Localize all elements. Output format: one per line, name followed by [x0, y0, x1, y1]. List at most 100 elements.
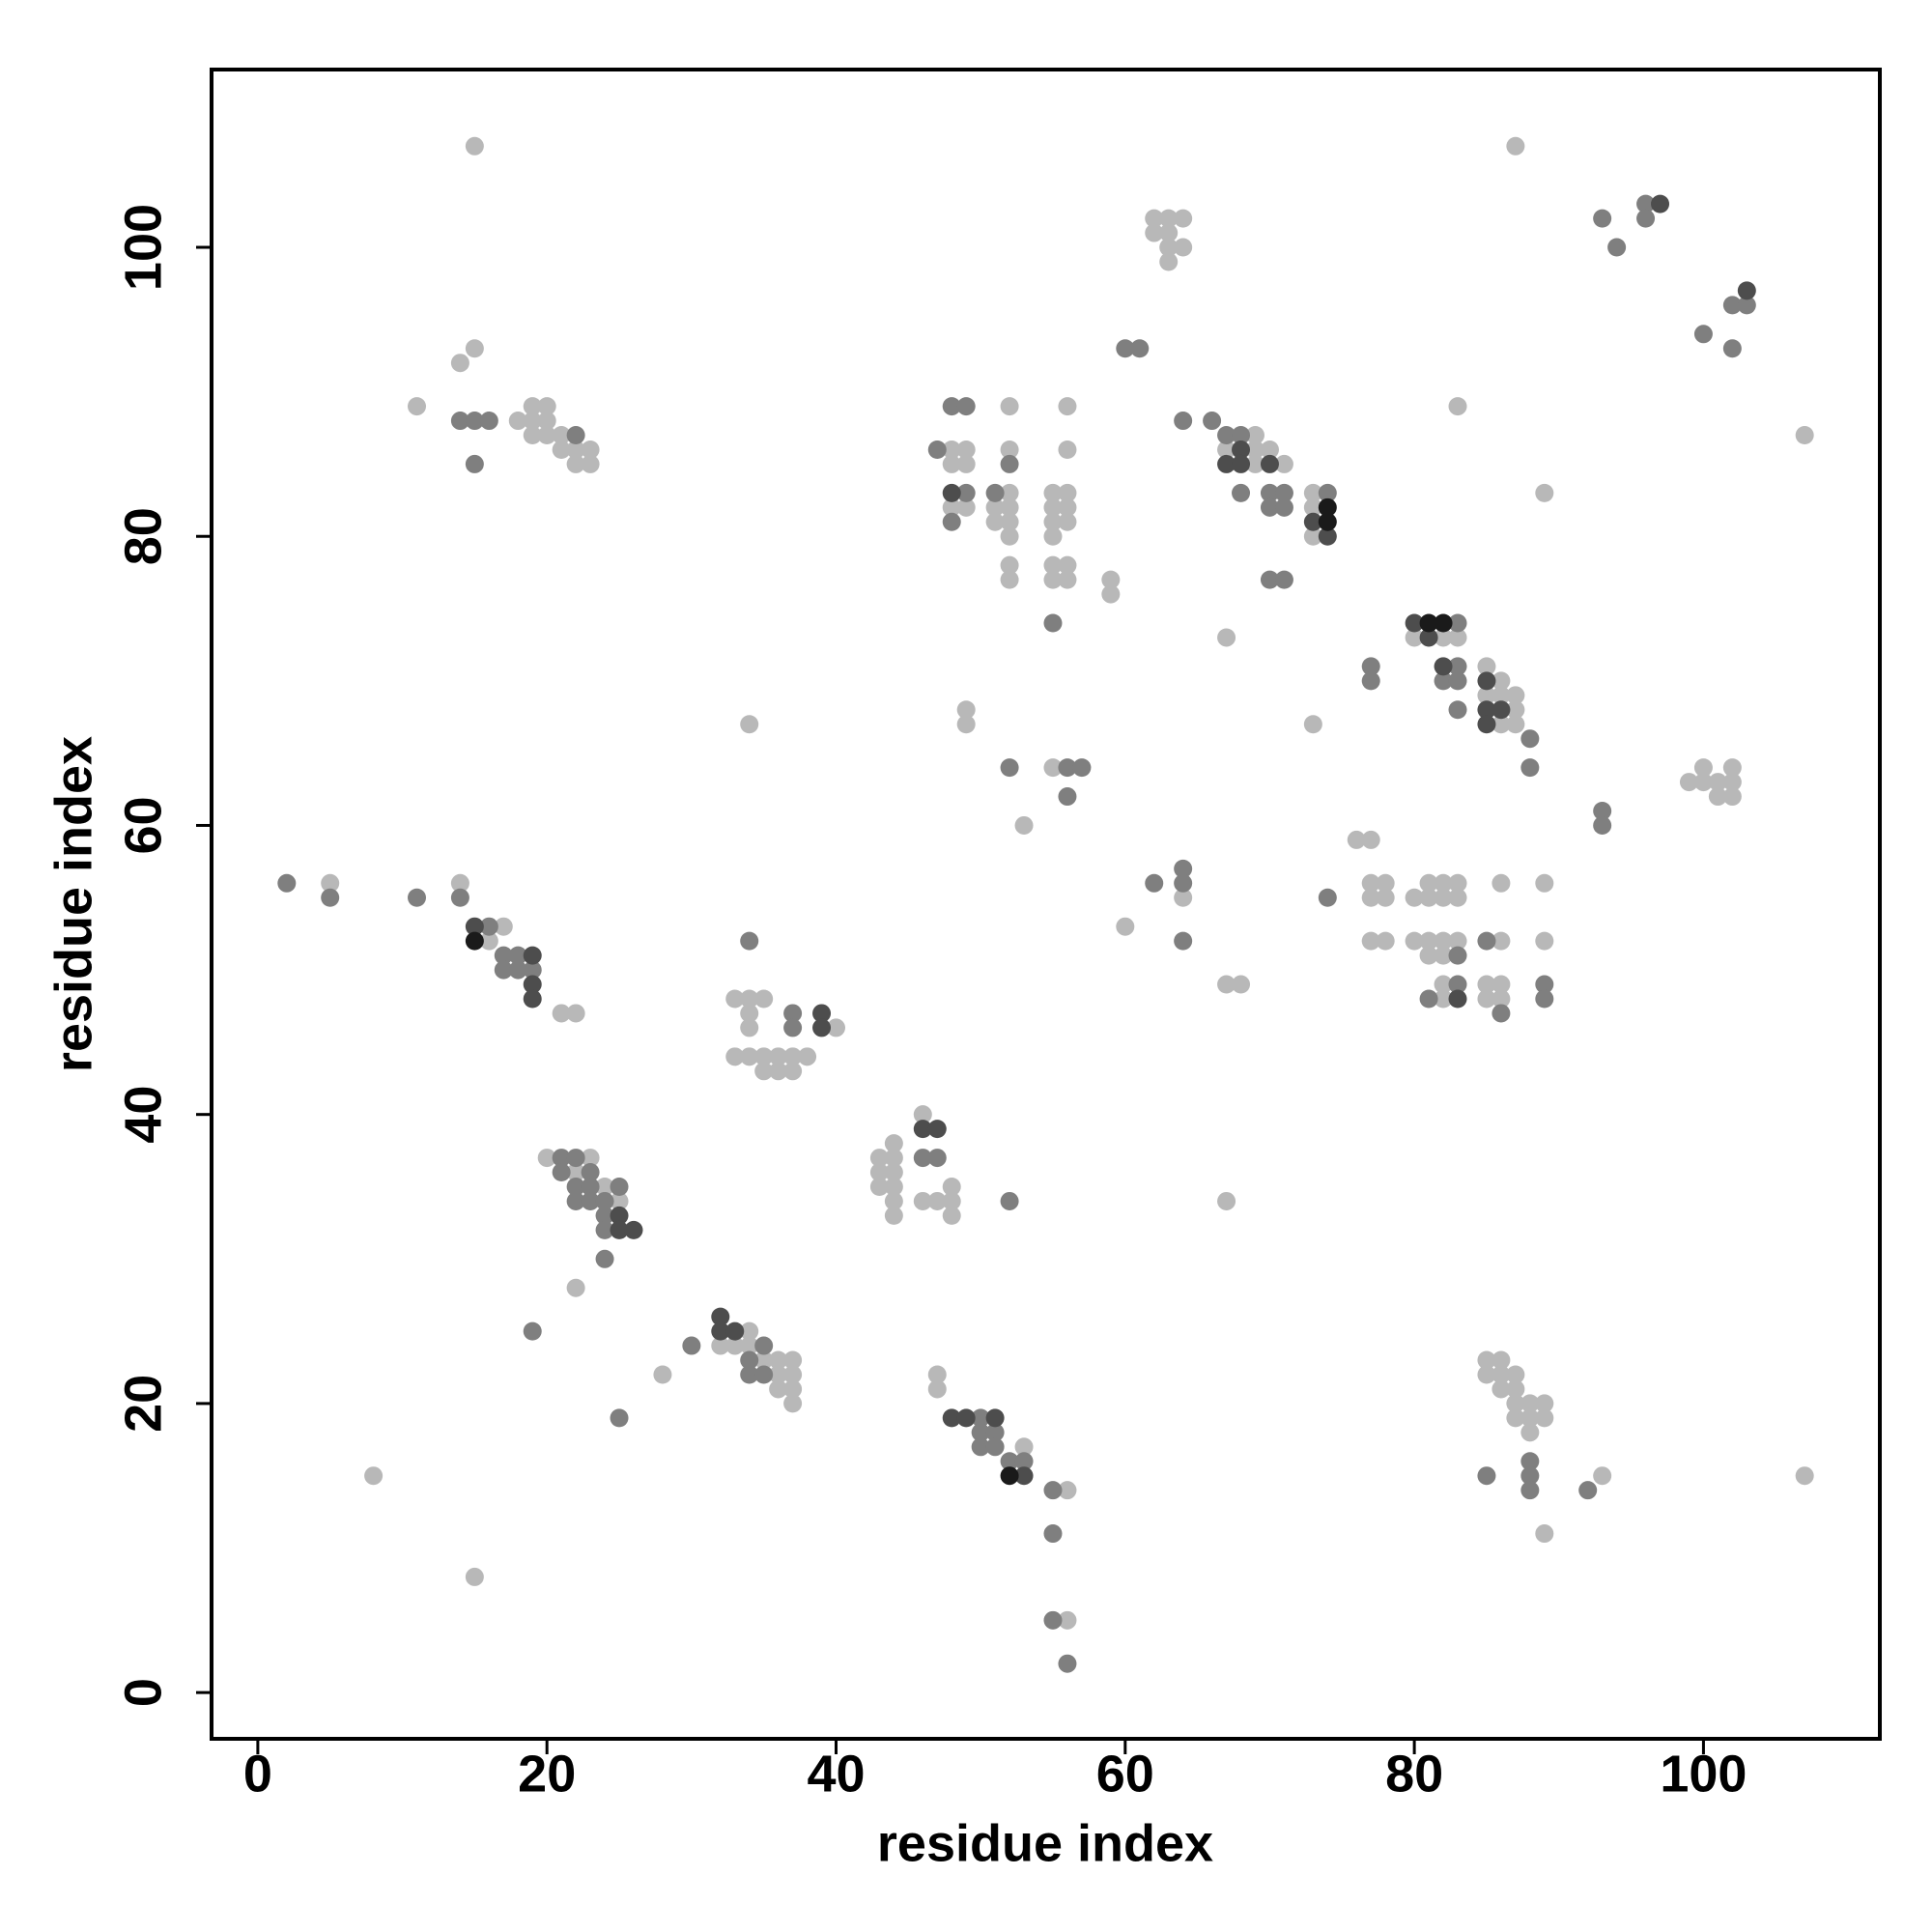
y-tick-label: 60 [114, 796, 172, 854]
point [1318, 888, 1337, 907]
point [1058, 1481, 1077, 1500]
x-tick-label: 20 [518, 1745, 576, 1803]
point [1361, 888, 1380, 907]
point [985, 1437, 1005, 1457]
point [942, 1191, 961, 1210]
point [869, 1177, 889, 1196]
point [581, 454, 600, 473]
point [465, 454, 484, 473]
point [884, 1134, 903, 1153]
point [1000, 1191, 1019, 1210]
point [985, 497, 1005, 517]
point [494, 960, 513, 980]
point [1043, 1481, 1063, 1500]
point [769, 1379, 788, 1399]
point [812, 1004, 832, 1023]
point [1492, 975, 1511, 994]
point [1318, 483, 1337, 502]
point [1448, 873, 1467, 893]
point [1492, 873, 1511, 893]
point [1535, 989, 1554, 1009]
point [1535, 1524, 1554, 1544]
point [653, 1365, 672, 1384]
point [1419, 888, 1438, 907]
point [971, 1408, 990, 1428]
point [1535, 1394, 1554, 1413]
point [479, 917, 498, 936]
point [783, 1004, 803, 1023]
point [1260, 497, 1279, 517]
point [1477, 715, 1496, 734]
point [1174, 859, 1193, 878]
point [1722, 787, 1742, 807]
point [1434, 873, 1453, 893]
point [1593, 1466, 1612, 1486]
point [581, 1149, 600, 1168]
point [1174, 238, 1193, 257]
point [798, 1047, 817, 1066]
point [769, 1062, 788, 1081]
point [913, 1191, 932, 1210]
point [450, 412, 469, 431]
point [682, 1336, 701, 1355]
point [711, 1336, 730, 1355]
point [1217, 440, 1236, 459]
point [1245, 454, 1264, 473]
y-tick-label: 80 [114, 507, 172, 565]
point [523, 412, 542, 431]
point [537, 426, 556, 445]
point [942, 440, 961, 459]
point [508, 412, 527, 431]
point [1477, 1350, 1496, 1370]
point [552, 1004, 571, 1023]
point [595, 1220, 614, 1239]
point [552, 440, 571, 459]
point [537, 1149, 556, 1168]
point [523, 989, 542, 1009]
point [1058, 497, 1077, 517]
point [956, 397, 976, 416]
point [1303, 497, 1322, 517]
point [1737, 281, 1756, 300]
point [1492, 931, 1511, 951]
point [1520, 729, 1540, 749]
point [1520, 1466, 1540, 1486]
point [1043, 512, 1063, 531]
point [740, 1350, 759, 1370]
point [465, 1567, 484, 1586]
point [1058, 758, 1077, 778]
point [927, 1379, 947, 1399]
point [1419, 931, 1438, 951]
point [1419, 613, 1438, 633]
point [1217, 975, 1236, 994]
point [754, 1047, 774, 1066]
point [566, 454, 585, 473]
point [1043, 483, 1063, 502]
point [1535, 873, 1554, 893]
point [956, 700, 976, 720]
point [1260, 483, 1279, 502]
point [985, 1408, 1005, 1428]
point [581, 1163, 600, 1182]
point [1014, 1452, 1034, 1471]
point [1520, 1394, 1540, 1413]
point [985, 1423, 1005, 1442]
point [1145, 873, 1164, 893]
point [595, 1177, 614, 1196]
point [1058, 397, 1077, 416]
point [1492, 989, 1511, 1009]
point [1477, 1466, 1496, 1486]
point [1434, 628, 1453, 647]
point [1506, 1379, 1525, 1399]
point [1506, 1365, 1525, 1384]
point [783, 1379, 803, 1399]
point [1043, 526, 1063, 546]
point [1477, 931, 1496, 951]
y-tick-label: 20 [114, 1375, 172, 1433]
point [1116, 339, 1135, 358]
point [1159, 223, 1179, 242]
point [523, 397, 542, 416]
point [1405, 628, 1424, 647]
point [1058, 1610, 1077, 1630]
